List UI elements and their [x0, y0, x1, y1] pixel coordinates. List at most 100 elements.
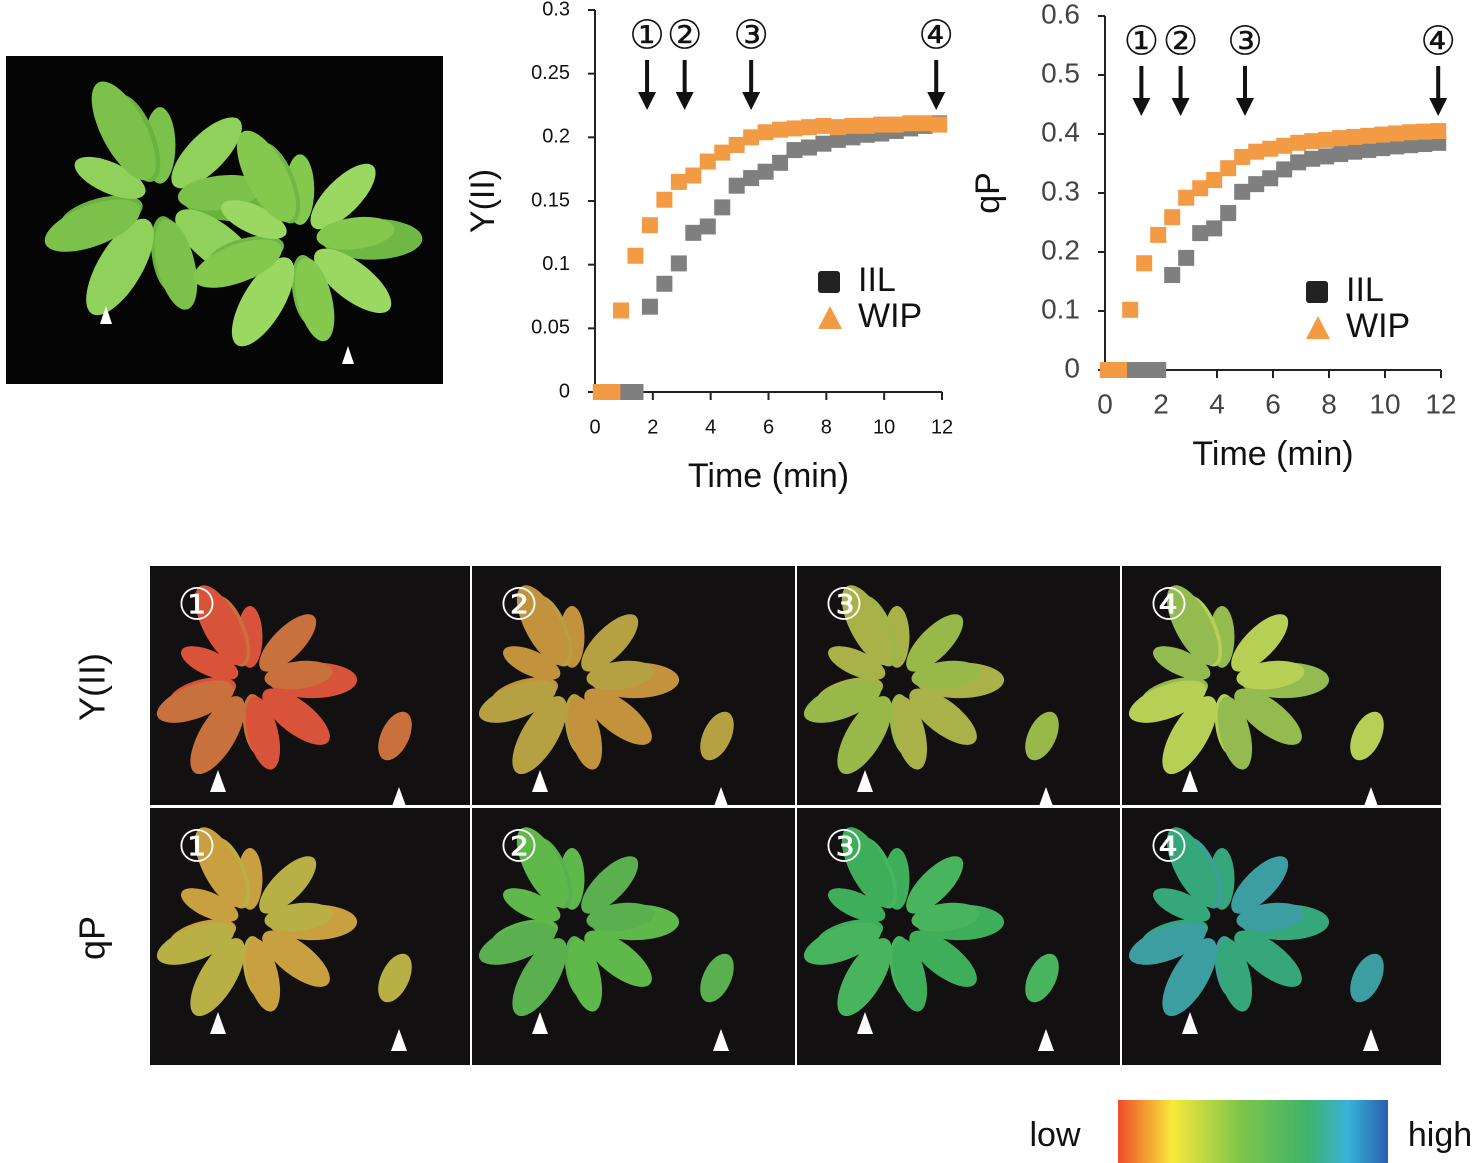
leaf [44, 199, 141, 252]
leaf [1231, 614, 1289, 672]
data-point [685, 224, 702, 241]
panel-label: ② [499, 581, 538, 630]
arrowhead [713, 787, 729, 809]
leaf [181, 646, 239, 681]
leaf [91, 81, 156, 181]
panel-label: ① [177, 581, 216, 630]
data-point [1122, 301, 1139, 318]
colorbar-low: low [1029, 1116, 1080, 1154]
leaf [1162, 938, 1218, 1017]
leaf [837, 938, 893, 1017]
data-point [714, 144, 731, 161]
x-tick-label: 2 [647, 416, 658, 438]
leaf [245, 696, 281, 770]
leaf [700, 953, 734, 1003]
arrowhead [1182, 1012, 1198, 1034]
leaf [581, 856, 639, 914]
y-tick-label: 0.2 [1041, 234, 1080, 265]
data-point [656, 191, 673, 208]
y-tick-label: 0.3 [1041, 175, 1080, 206]
arrowhead [638, 92, 657, 110]
data-point [1374, 140, 1391, 157]
data-point [1178, 189, 1195, 206]
data-point [613, 302, 630, 319]
data-point [1150, 226, 1167, 243]
data-point [1276, 161, 1293, 178]
x-tick-label: 4 [705, 416, 716, 438]
data-point [800, 119, 817, 136]
data-point [1192, 225, 1209, 242]
leaf [586, 660, 655, 690]
arrowhead [857, 770, 873, 792]
arrowhead [391, 787, 407, 809]
y-axis-title: qP [969, 172, 1007, 214]
y-tick-label: 0.4 [1041, 116, 1080, 147]
leaf [259, 856, 317, 914]
colorbar [1118, 1100, 1388, 1163]
data-point [1206, 220, 1223, 237]
leaf [503, 646, 561, 681]
annotation: ④ [1420, 20, 1456, 64]
row-label: Y(II) [72, 653, 113, 721]
x-tick-label: 0 [589, 416, 600, 438]
data-point [815, 117, 832, 134]
annotation: ③ [733, 14, 769, 58]
data-point [1332, 130, 1349, 147]
data-point [757, 163, 774, 180]
data-point [1164, 267, 1181, 284]
leaf [516, 827, 569, 908]
data-point [800, 139, 817, 156]
y-tick-label: 0.5 [1041, 57, 1080, 88]
x-tick-label: 0 [1097, 388, 1113, 419]
leaf [1128, 680, 1207, 723]
y-tick-label: 0.25 [531, 62, 570, 84]
leaf [841, 585, 894, 666]
panel-plant [1128, 827, 1384, 1051]
data-point [772, 121, 789, 138]
data-point [887, 116, 904, 133]
leaf [378, 953, 412, 1003]
panel-label: ③ [824, 823, 863, 872]
leaf [1153, 888, 1211, 923]
panel-label: ④ [1149, 581, 1188, 630]
leaf [181, 888, 239, 923]
data-point [829, 131, 846, 148]
data-point [1262, 140, 1279, 157]
leaf [294, 257, 335, 342]
data-point [772, 154, 789, 171]
data-point [829, 119, 846, 136]
data-point [1402, 124, 1419, 141]
leaf [512, 696, 568, 775]
legend-label: WIP [1346, 307, 1410, 345]
x-axis-title: Time (min) [688, 457, 849, 495]
y-tick-label: 0.1 [542, 253, 570, 275]
leaf [1234, 930, 1302, 987]
arrowhead [210, 1012, 226, 1034]
leaf [478, 680, 557, 723]
leaf [190, 696, 246, 775]
data-point [641, 298, 658, 315]
leaf [906, 856, 964, 914]
data-point [714, 199, 731, 216]
data-point [844, 117, 861, 134]
leaf [581, 614, 639, 672]
data-point [1388, 138, 1405, 155]
data-point [1220, 205, 1237, 222]
annotation: ④ [918, 14, 954, 58]
arrowhead [1429, 98, 1448, 116]
leaf [892, 938, 928, 1012]
panel-label: ① [177, 823, 216, 872]
data-point [1346, 143, 1363, 160]
panel-label: ③ [824, 581, 863, 630]
x-tick-label: 2 [1153, 388, 1169, 419]
legend-icon [1306, 281, 1328, 303]
x-axis-title: Time (min) [1192, 435, 1353, 473]
leaf [156, 680, 235, 723]
x-tick-label: 6 [1265, 388, 1281, 419]
leaf [262, 688, 330, 745]
leaf [86, 218, 154, 316]
leaf [190, 938, 246, 1017]
data-point [1192, 180, 1209, 197]
y-axis-title: Y(II) [464, 169, 502, 233]
